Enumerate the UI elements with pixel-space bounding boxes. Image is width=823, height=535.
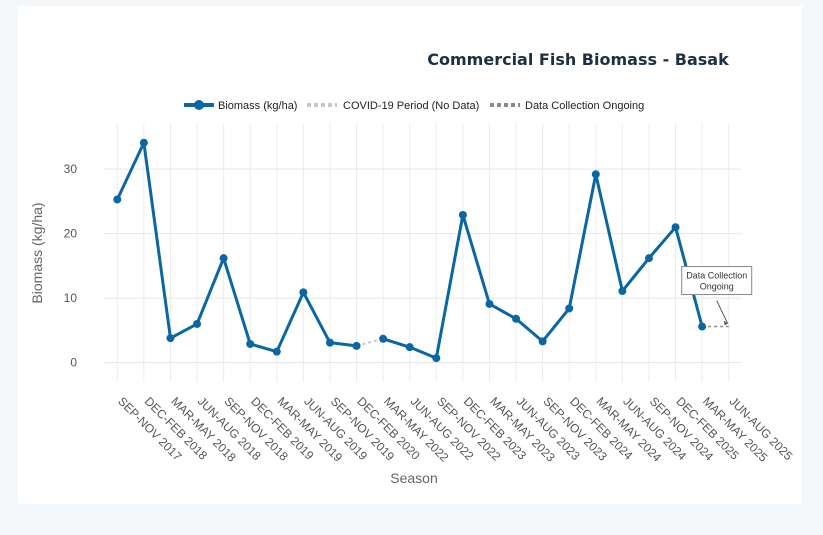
legend-label-ongoing: Data Collection Ongoing <box>525 100 644 112</box>
series-lines <box>115 141 729 360</box>
data-point[interactable] <box>591 170 600 179</box>
data-point[interactable] <box>671 223 680 232</box>
data-point[interactable] <box>565 304 574 313</box>
annotation-line1: Data Collection <box>686 271 747 281</box>
y-axis-ticks: 0 10 20 30 <box>64 162 78 370</box>
annotation-line2: Ongoing <box>700 282 734 292</box>
series-points <box>113 138 707 363</box>
y-tick-label: 10 <box>64 291 78 305</box>
data-point[interactable] <box>405 343 414 352</box>
legend-label-biomass: Biomass (kg/ha) <box>218 100 297 112</box>
y-axis-title: Biomass (kg/ha) <box>29 202 45 303</box>
data-point[interactable] <box>644 254 653 263</box>
data-point[interactable] <box>246 339 255 348</box>
data-point[interactable] <box>485 299 494 308</box>
legend-item-covid[interactable]: COVID-19 Period (No Data) <box>307 100 479 112</box>
data-point[interactable] <box>219 254 228 263</box>
data-point[interactable] <box>538 337 547 346</box>
data-point[interactable] <box>166 334 175 343</box>
data-point[interactable] <box>113 195 122 204</box>
annotation-box <box>681 266 753 296</box>
covid-gap-line <box>356 337 384 347</box>
legend-item-ongoing[interactable]: Data Collection Ongoing <box>490 100 644 112</box>
legend: Biomass (kg/ha) COVID-19 Period (No Data… <box>184 100 644 112</box>
data-point[interactable] <box>698 322 707 331</box>
data-point[interactable] <box>139 138 148 147</box>
grid <box>104 124 742 382</box>
data-point[interactable] <box>352 341 361 350</box>
data-point[interactable] <box>193 319 202 328</box>
biomass-line-segment <box>115 141 357 354</box>
x-axis-title: Season <box>390 470 437 486</box>
biomass-line-chart: Commercial Fish Biomass - Basak Biomass … <box>29 50 796 486</box>
data-point[interactable] <box>458 210 467 219</box>
y-tick-label: 20 <box>64 227 78 241</box>
data-point[interactable] <box>272 347 281 356</box>
data-point[interactable] <box>379 334 388 343</box>
chart-card: Commercial Fish Biomass - Basak Biomass … <box>18 6 802 504</box>
data-point[interactable] <box>299 288 308 297</box>
data-point[interactable] <box>432 354 441 363</box>
annotation-arrow <box>716 300 729 324</box>
chart-title: Commercial Fish Biomass - Basak <box>427 50 729 69</box>
data-point[interactable] <box>512 314 521 323</box>
y-tick-label: 30 <box>64 162 78 176</box>
annotation-arrowhead <box>723 320 728 326</box>
data-point[interactable] <box>618 287 627 296</box>
legend-label-covid: COVID-19 Period (No Data) <box>343 100 479 112</box>
legend-item-biomass[interactable]: Biomass (kg/ha) <box>184 100 297 112</box>
y-tick-label: 0 <box>70 356 77 370</box>
data-point[interactable] <box>325 338 334 347</box>
